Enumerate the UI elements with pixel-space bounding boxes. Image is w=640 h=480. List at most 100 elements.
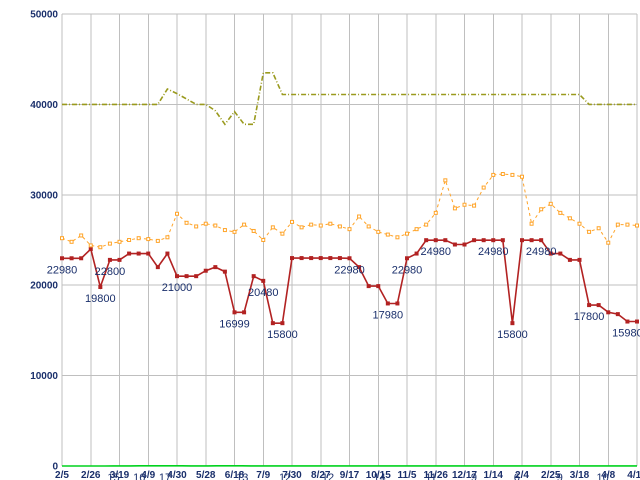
series-marker-price-avg [376, 229, 381, 234]
series-marker-price-low [539, 238, 544, 243]
series-marker-price-avg [405, 231, 409, 236]
series-marker-price-avg [481, 185, 486, 190]
x-tick-label: 2/26 [81, 470, 101, 480]
series-marker-price-low [606, 310, 611, 315]
series-marker-price-low [251, 274, 256, 279]
x-tick-label: 12/17 [452, 470, 477, 480]
data-point-label: 22980 [334, 264, 365, 276]
data-point-label: 10 [597, 472, 609, 480]
series-marker-price-low [127, 251, 132, 256]
x-tick-label: 4/30 [167, 470, 187, 480]
data-point-label: 14 [373, 472, 385, 480]
series-marker-price-low [261, 278, 266, 283]
x-tick-label: 4/15 [627, 470, 640, 480]
series-marker-price-avg [462, 202, 467, 207]
series-marker-price-avg [270, 225, 275, 230]
x-tick-label: 7/9 [256, 470, 270, 480]
series-marker-price-low [596, 303, 601, 308]
series-marker-price-avg [290, 219, 294, 224]
series-marker-price-low [395, 301, 400, 306]
series-marker-price-low [155, 265, 160, 270]
series-marker-price-avg [615, 222, 620, 227]
series-marker-price-avg [385, 232, 390, 237]
series-marker-price-low [414, 251, 419, 256]
series-marker-price-avg [606, 240, 611, 245]
series-marker-price-avg [539, 207, 544, 212]
series-marker-price-avg [203, 221, 208, 226]
data-point-label: 15 [107, 472, 119, 480]
series-marker-price-avg [299, 225, 304, 230]
series-marker-price-avg [232, 229, 237, 234]
x-tick-label: 3/18 [570, 470, 590, 480]
series-marker-price-avg [424, 222, 429, 227]
series-marker-price-avg [395, 235, 400, 240]
data-point-label: 17800 [574, 311, 605, 323]
series-marker-price-low [194, 274, 199, 279]
series-marker-price-avg [500, 172, 505, 177]
y-tick-label: 0 [52, 462, 58, 473]
series-marker-price-low [347, 256, 352, 261]
series-marker-price-low [117, 257, 122, 262]
series-marker-price-avg [337, 224, 342, 229]
series-marker-price-avg [520, 174, 524, 179]
data-point-label: 20480 [248, 287, 279, 299]
series-marker-price-low [146, 251, 151, 256]
series-marker-price-avg [529, 221, 534, 226]
series-marker-price-low [232, 310, 237, 315]
x-tick-label: 11/5 [398, 470, 417, 480]
series-marker-price-low [548, 251, 553, 256]
x-tick-label: 7/30 [282, 470, 302, 480]
series-marker-price-low [69, 256, 74, 261]
series-marker-price-low [290, 256, 294, 261]
data-point-label: 17980 [373, 309, 404, 321]
series-marker-price-low [500, 238, 505, 243]
data-point-label: 6 [514, 472, 520, 480]
series-marker-price-avg [146, 237, 151, 242]
series-marker-price-avg [443, 178, 448, 183]
x-tick-label: 2/4 [515, 470, 529, 480]
series-marker-price-avg [280, 231, 285, 236]
data-point-label: 13 [236, 472, 248, 480]
series-marker-price-low [357, 265, 362, 270]
y-tick-label: 30000 [30, 190, 58, 201]
y-tick-label: 50000 [30, 10, 58, 21]
series-marker-price-avg [175, 211, 179, 216]
data-point-label: 24980 [420, 246, 451, 258]
series-marker-price-low [481, 238, 486, 243]
series-marker-price-low [165, 251, 170, 256]
series-marker-price-low [175, 274, 179, 279]
data-point-label: 24980 [526, 246, 557, 258]
series-marker-price-avg [491, 172, 496, 177]
data-point-label: 16 [133, 472, 145, 480]
series-marker-price-avg [635, 223, 639, 228]
series-marker-price-low [242, 310, 247, 315]
series-marker-price-avg [251, 228, 256, 233]
data-point-label: 22800 [95, 266, 126, 278]
series-line-price-high [62, 72, 637, 126]
series-marker-price-avg [165, 235, 170, 240]
series-marker-price-avg [213, 223, 218, 228]
data-point-label: 12 [279, 472, 291, 480]
data-point-label: 15800 [497, 329, 528, 341]
series-marker-price-avg [347, 227, 352, 232]
x-tick-label: 10/15 [366, 470, 391, 480]
data-point-label: 21000 [162, 282, 193, 294]
series-marker-price-avg [318, 223, 323, 228]
series-marker-price-avg [366, 224, 371, 229]
series-marker-price-low [462, 242, 467, 247]
series-marker-price-avg [309, 222, 314, 227]
series-marker-price-low [587, 303, 592, 308]
series-marker-price-low [299, 256, 304, 261]
x-tick-label: 5/28 [196, 470, 216, 480]
series-marker-price-avg [127, 238, 132, 242]
x-tick-label: 8/27 [311, 470, 331, 480]
series-marker-price-avg [194, 224, 199, 229]
y-tick-label: 10000 [30, 371, 58, 382]
series-marker-price-low [433, 238, 438, 243]
x-tick-label: 4/9 [141, 470, 155, 480]
series-marker-price-low [567, 257, 572, 262]
series-marker-price-avg [472, 203, 477, 208]
data-point-label: 15980 [612, 328, 640, 340]
x-tick-label: 6/18 [225, 470, 245, 480]
series-marker-price-low [625, 319, 630, 324]
